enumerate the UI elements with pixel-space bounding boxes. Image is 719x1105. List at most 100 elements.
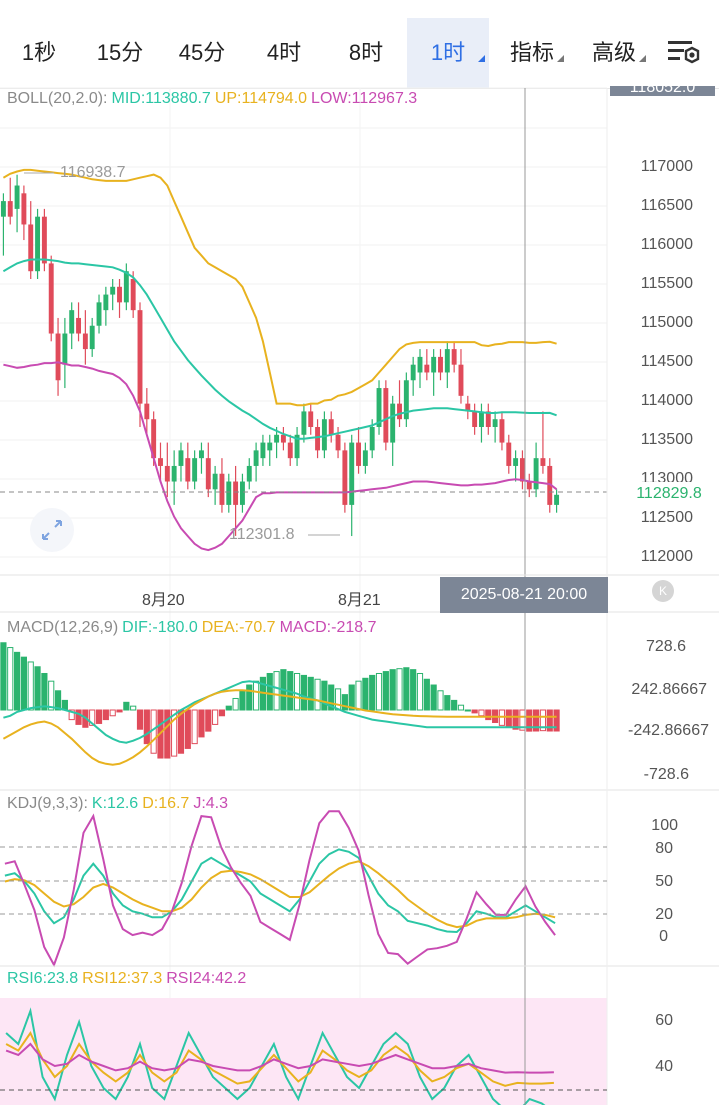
candle-body <box>554 494 560 505</box>
boll-low: LOW:112967.3 <box>311 90 418 107</box>
macd-histogram-bar <box>478 709 485 717</box>
candle-body <box>301 411 307 435</box>
candle-body <box>506 442 512 466</box>
date-label: 8月21 <box>338 592 381 609</box>
macd-histogram-bar <box>382 671 389 711</box>
tab-45m[interactable]: 45分 <box>164 18 240 88</box>
candle-body <box>403 380 409 420</box>
candle-body <box>362 450 368 466</box>
candle-body <box>390 403 396 443</box>
kdj-params: KDJ(9,3,3): <box>7 795 88 812</box>
macd-histogram-bar <box>184 709 191 749</box>
kdj-d: D:16.7 <box>142 795 190 812</box>
candle-body <box>0 201 6 217</box>
macd-params: MACD(12,26,9) <box>7 619 119 636</box>
macd-histogram-bar <box>27 661 34 711</box>
macd-histogram-bar <box>293 672 301 711</box>
candle-body <box>192 458 198 482</box>
candle-body <box>130 278 136 311</box>
macd-histogram-bar <box>526 709 533 732</box>
macd-histogram-bar <box>266 672 273 711</box>
tab-label: 1时 <box>430 40 466 65</box>
macd-histogram-bar <box>89 709 96 726</box>
macd-dif-line <box>3 680 557 744</box>
candle-body <box>96 302 102 326</box>
macd-histogram-bar <box>485 709 492 721</box>
macd-histogram-bar <box>54 690 62 711</box>
rsi12-value: RSI12:37.3 <box>82 970 163 987</box>
candle-body <box>410 364 416 381</box>
candle-body <box>431 356 437 373</box>
macd-histogram-bar <box>464 709 471 712</box>
macd-histogram-bar <box>218 709 226 717</box>
macd-histogram-bar <box>198 709 205 738</box>
rsi-axis-label: 40 <box>655 1058 673 1075</box>
price-axis-label: 114000 <box>640 392 693 409</box>
price-axis-label: 112500 <box>640 509 693 526</box>
candle-body <box>458 364 464 396</box>
macd-histogram-bar <box>253 680 260 711</box>
macd-histogram-bar <box>48 680 55 711</box>
candle-body <box>451 349 457 365</box>
candle-body <box>280 434 286 443</box>
candle-body <box>356 442 361 466</box>
candle-body <box>321 419 327 451</box>
rsi6-value: RSI6:23.8 <box>7 970 79 987</box>
macd-histogram-bar <box>273 671 280 711</box>
chart-settings-icon[interactable] <box>666 38 702 68</box>
macd-histogram-bar <box>348 684 355 711</box>
candle-body <box>62 333 68 365</box>
macd-histogram-bar <box>444 695 451 711</box>
boll-params: BOLL(20,2.0): <box>7 90 108 107</box>
tab-indicators[interactable]: 指标 <box>496 18 568 88</box>
tab-advanced[interactable]: 高级 <box>578 18 650 88</box>
candle-body <box>48 263 54 334</box>
tab-4h[interactable]: 4时 <box>248 18 320 88</box>
macd-histogram-bar <box>239 690 246 711</box>
macd-histogram-bar <box>369 674 376 711</box>
macd-histogram-bar <box>7 647 14 711</box>
macd-histogram-bar <box>212 709 219 725</box>
candle-body <box>69 310 75 334</box>
macd-histogram-bar <box>246 684 253 711</box>
candle-body <box>158 458 163 466</box>
candle-body <box>349 442 355 505</box>
price-axis-label: 115000 <box>640 314 693 331</box>
tab-8h[interactable]: 8时 <box>330 18 402 88</box>
macd-histogram-bar <box>334 688 342 711</box>
interval-tab-bar: 1秒 15分 45分 4时 8时 1时 指标 高级 <box>0 0 719 89</box>
macd-axis-label: 728.6 <box>645 638 686 655</box>
candle-body <box>444 349 450 373</box>
macd-histogram-bar <box>451 699 458 711</box>
candle-body <box>342 450 348 505</box>
candle-body <box>424 364 430 373</box>
tab-1h[interactable]: 1时 <box>407 18 489 88</box>
rsi-zone-band <box>0 998 607 1105</box>
rsi-axis-label: 60 <box>655 1012 673 1029</box>
tab-15m[interactable]: 15分 <box>82 18 158 88</box>
boll-up: UP:114794.0 <box>214 90 308 107</box>
expand-icon[interactable] <box>30 508 74 552</box>
macd-histogram-bar <box>205 709 212 732</box>
kdj-axis-label: 0 <box>659 928 668 945</box>
candle-body <box>294 434 300 459</box>
macd-histogram-bar <box>116 709 123 713</box>
macd-histogram-bar <box>362 677 369 711</box>
candle-body <box>260 442 266 459</box>
tab-1s[interactable]: 1秒 <box>4 18 74 88</box>
macd-histogram-bar <box>225 705 232 711</box>
kline-toggle-button[interactable]: K <box>652 580 674 602</box>
kdj-legend: KDJ(9,3,3): K:12.6 D:16.7 J:4.3 <box>7 795 232 813</box>
candle-body <box>383 388 389 443</box>
candle-body <box>465 403 471 412</box>
candle-body <box>14 185 20 209</box>
candle-body <box>526 481 532 490</box>
candle-body <box>28 224 34 272</box>
macd-histogram-bar <box>314 678 321 711</box>
macd-histogram-bar <box>0 642 7 711</box>
macd-histogram-bar <box>546 709 553 732</box>
candle-body <box>479 411 484 427</box>
candle-body <box>41 216 47 264</box>
macd-histogram-bar <box>539 709 547 732</box>
